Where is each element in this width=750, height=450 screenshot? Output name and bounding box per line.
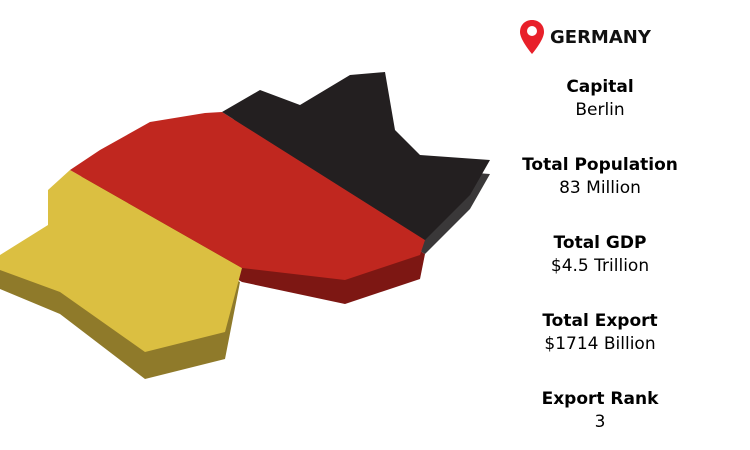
stat-value: $4.5 Trillion [550,256,650,276]
stat-export-rank: Export Rank 3 [520,388,680,434]
stat-label: Total Population [522,155,678,175]
map-region-yellow [0,170,242,352]
country-name: GERMANY [550,26,651,48]
country-header: GERMANY [520,20,651,54]
map-region-black [222,72,490,240]
stat-value: $1714 Billion [544,334,656,354]
stat-label: Total Export [542,311,658,331]
stat-label: Total GDP [553,233,647,253]
stat-value: 83 Million [559,178,641,198]
stat-label: Export Rank [541,389,659,409]
map-region-red [70,112,425,280]
stat-population: Total Population 83 Million [520,154,680,200]
stat-gdp: Total GDP $4.5 Trillion [520,232,680,278]
stat-capital: Capital Berlin [520,76,680,122]
stat-export: Total Export $1714 Billion [520,310,680,356]
stat-label: Capital [566,77,634,97]
map-pin-icon [520,20,544,54]
stat-value: 3 [594,412,606,432]
stat-value: Berlin [575,100,625,120]
